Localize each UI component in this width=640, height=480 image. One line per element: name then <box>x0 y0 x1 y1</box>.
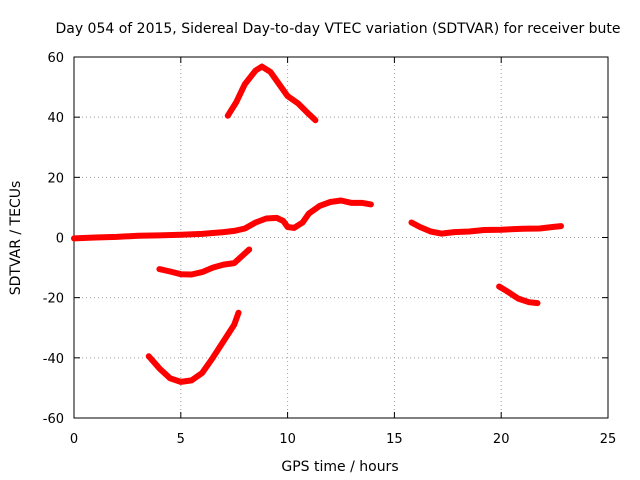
x-tick-labels: 0 5 10 15 20 25 <box>70 432 616 447</box>
y-tick-label: -20 <box>43 292 64 307</box>
series-line <box>156 246 253 278</box>
y-tick-label: 60 <box>47 51 64 66</box>
x-axis-label: GPS time / hours <box>281 459 398 475</box>
chart-title: Day 054 of 2015, Sidereal Day-to-day VTE… <box>55 21 620 37</box>
x-tick-label: 0 <box>70 432 78 447</box>
y-tick-label: -60 <box>43 412 64 427</box>
y-tick-labels: -60 -40 -20 0 20 40 60 <box>43 51 64 427</box>
series-line <box>71 197 374 242</box>
y-tick-label: 0 <box>56 232 64 247</box>
series-line <box>145 309 242 385</box>
series-line <box>496 283 541 307</box>
x-tick-label: 25 <box>600 432 617 447</box>
y-tick-label: 40 <box>47 111 64 126</box>
x-tick-label: 10 <box>279 432 296 447</box>
series-line <box>408 219 564 237</box>
y-tick-label: 20 <box>47 171 64 186</box>
x-tick-label: 15 <box>386 432 403 447</box>
y-axis-label: SDTVAR / TECUs <box>8 181 24 296</box>
x-tick-label: 20 <box>493 432 510 447</box>
series-line <box>224 63 319 124</box>
series-layer <box>71 63 564 385</box>
y-tick-label: -40 <box>43 352 64 367</box>
axis-ticks <box>73 56 609 419</box>
x-tick-label: 5 <box>177 432 185 447</box>
